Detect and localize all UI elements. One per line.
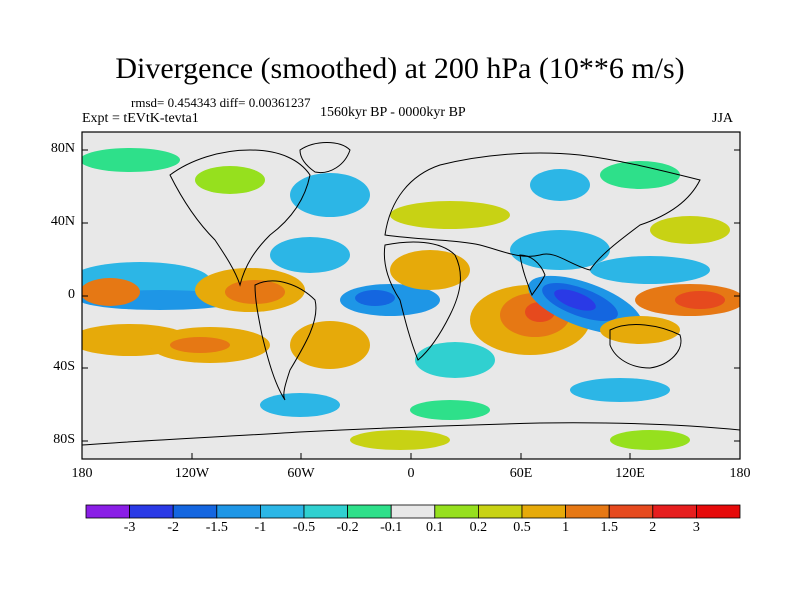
colorbar-swatch — [565, 504, 610, 519]
field-blob — [530, 169, 590, 201]
lat-tick-label: 40S — [53, 359, 75, 374]
field-blob — [82, 278, 140, 306]
lon-tick-label: 60W — [287, 466, 315, 481]
lon-tick-label: 120W — [174, 466, 210, 481]
colorbar-swatch — [216, 504, 261, 519]
lat-tick-label: 40N — [50, 214, 75, 229]
field-blob — [350, 430, 450, 450]
field-blob — [410, 400, 490, 420]
colorbar-label: 2 — [649, 520, 657, 535]
field-blob — [590, 256, 710, 284]
colorbar-swatch — [390, 504, 436, 519]
colorbar-label: -1 — [254, 520, 267, 535]
india-outline — [519, 254, 546, 297]
lon-tick-label: 180 — [729, 466, 751, 481]
colorbar-label: -0.1 — [380, 520, 403, 535]
period-label: 1560kyr BP - 0000kyr BP — [320, 105, 466, 120]
field-blob — [390, 250, 470, 290]
colorbar-swatch — [347, 504, 392, 519]
lon-tick-label: 0 — [407, 466, 415, 481]
field-blob — [600, 161, 680, 189]
colorbar-swatch — [434, 504, 479, 519]
colorbar-swatch — [259, 504, 305, 519]
lat-tick-label: 80N — [50, 141, 75, 156]
stats-line: rmsd= 0.454343 diff= 0.00361237 — [131, 95, 311, 110]
field-blob — [554, 289, 596, 311]
field-blob — [290, 321, 370, 369]
field-blob — [675, 291, 725, 309]
season-label: JJA — [712, 111, 734, 126]
field-blob — [600, 316, 680, 344]
lat-tick-label: 0 — [68, 287, 75, 302]
antarctica-outline — [82, 422, 740, 446]
greenland-outline — [299, 142, 351, 174]
field-blob — [82, 148, 180, 172]
plot-title: Divergence (smoothed) at 200 hPa (10**6 … — [115, 52, 685, 85]
lon-tick-label: 120E — [615, 466, 645, 481]
colorbar-label: 1.5 — [600, 520, 618, 535]
field-blob — [610, 430, 690, 450]
colorbar-swatch — [477, 504, 523, 519]
africa-outline — [383, 241, 461, 361]
experiment-label: Expt = tEVtK-tevta1 — [82, 111, 199, 126]
field-blob — [290, 173, 370, 217]
colorbar-swatch — [172, 504, 218, 519]
lon-tick-label: 180 — [71, 466, 93, 481]
north-america-outline — [169, 149, 311, 287]
south-america-outline — [254, 280, 317, 401]
colorbar-label: -3 — [123, 520, 136, 535]
colorbar-swatch — [521, 504, 566, 519]
colorbar-label: 0.1 — [426, 520, 444, 535]
field-blob — [390, 201, 510, 229]
field-blob — [270, 237, 350, 273]
colorbar-label: -0.2 — [336, 520, 359, 535]
colorbar-label: -0.5 — [292, 520, 316, 535]
field-blob — [195, 166, 265, 194]
field-blob — [170, 337, 230, 353]
field-blob — [650, 216, 730, 244]
lon-tick-marks — [81, 453, 741, 459]
australia-outline — [609, 324, 682, 369]
lon-tick-label: 60E — [509, 466, 533, 481]
colorbar-swatch — [85, 504, 130, 519]
field-blob — [415, 342, 495, 378]
field-blob — [570, 378, 670, 402]
colorbar-label: 1 — [562, 520, 570, 535]
colorbar-label: -2 — [167, 520, 180, 535]
field-blob — [260, 393, 340, 417]
colorbar-swatch — [608, 504, 654, 519]
colorbar-swatch — [652, 504, 697, 519]
colorbar — [85, 504, 741, 519]
field-blob — [355, 290, 395, 306]
map-panel — [81, 131, 741, 460]
lat-tick-label: 80S — [53, 432, 75, 447]
continent-outlines — [82, 142, 740, 446]
colorbar-label: 0.5 — [513, 520, 531, 535]
lat-tick-marks — [82, 149, 740, 442]
colorbar-swatch — [129, 504, 174, 519]
colorbar-label: 3 — [692, 520, 700, 535]
colorbar-label: -1.5 — [205, 520, 228, 535]
colorbar-swatch — [303, 504, 348, 519]
divergence-field — [82, 148, 740, 450]
colorbar-swatch — [696, 504, 741, 519]
eurasia-outline — [384, 152, 701, 271]
colorbar-label: 0.2 — [469, 520, 488, 535]
